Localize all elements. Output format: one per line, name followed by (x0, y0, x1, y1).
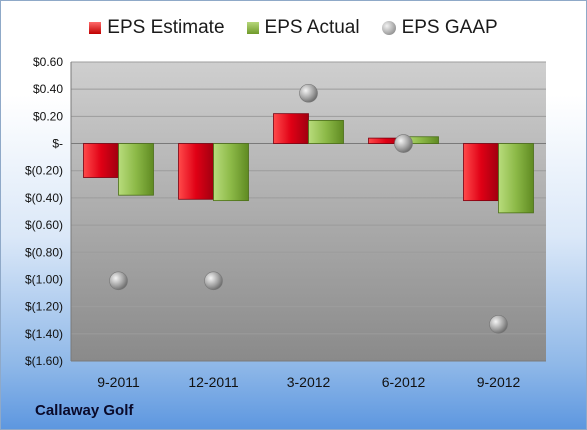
legend-swatch-gaap (381, 21, 396, 35)
legend-label-gaap: EPS GAAP (401, 17, 498, 38)
bar-series (83, 113, 534, 214)
company-name: Callaway Golf (35, 402, 134, 419)
y-tick-label: $(0.20) (25, 164, 63, 178)
legend-item-gaap: EPS GAAP (381, 17, 498, 39)
x-tick-label: 9-2011 (97, 374, 140, 390)
y-tick-label: $- (52, 137, 63, 151)
x-tick-label: 6-2012 (382, 374, 426, 390)
legend-label-estimate: EPS Estimate (107, 17, 225, 38)
y-tick-label: $0.40 (33, 82, 63, 96)
actual-bar (213, 143, 249, 202)
x-axis-labels: 9-2011 12-2011 3-2012 6-2012 9-2012 (97, 374, 520, 390)
estimate-bar (178, 143, 214, 200)
y-tick-label: $(1.00) (25, 272, 63, 286)
gaap-points (109, 83, 508, 334)
y-tick-label: $0.60 (33, 55, 63, 69)
y-axis-ticks: $0.60 $0.40 $0.20 $- $(0.20) $(0.40) $(0.60) $(… (25, 55, 63, 368)
x-tick-label: 9-2012 (477, 374, 521, 390)
gaap-point (204, 271, 223, 291)
plot-area (71, 62, 546, 361)
legend-swatch-actual (246, 22, 259, 34)
y-tick-label: $(0.60) (25, 218, 63, 232)
y-tick-label: $(1.20) (25, 300, 63, 314)
legend-swatch-estimate (89, 22, 102, 34)
x-tick-label: 3-2012 (287, 374, 331, 390)
estimate-bar (83, 143, 119, 178)
chart-legend: EPS Estimate EPS Actual EPS GAAP (1, 17, 586, 39)
estimate-bar (463, 143, 499, 202)
actual-bar (308, 120, 344, 144)
legend-item-estimate: EPS Estimate (89, 17, 225, 39)
x-tick-label: 12-2011 (188, 374, 239, 390)
gaap-point (299, 83, 318, 103)
actual-bar (498, 143, 534, 214)
y-tick-label: $(0.80) (25, 245, 63, 259)
estimate-bar (273, 113, 309, 144)
gaap-point (109, 271, 128, 291)
y-tick-label: $0.20 (33, 109, 63, 123)
y-tick-label: $(1.60) (25, 354, 63, 368)
gaap-point (394, 134, 413, 153)
legend-item-actual: EPS Actual (246, 17, 360, 39)
legend-label-actual: EPS Actual (264, 17, 360, 38)
actual-bar (118, 143, 154, 196)
gaap-point (489, 315, 508, 334)
y-tick-label: $(0.40) (25, 191, 63, 205)
y-tick-label: $(1.40) (25, 327, 63, 341)
